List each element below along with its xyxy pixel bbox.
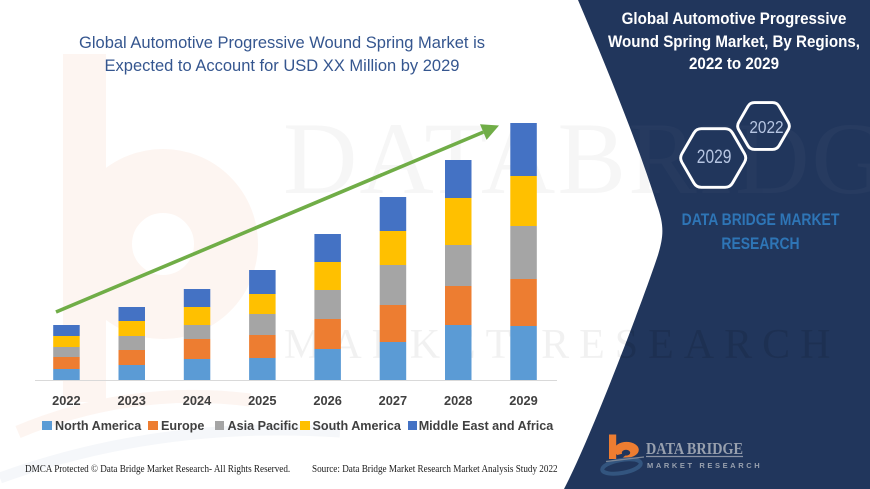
svg-text:MARKET RESEARCH: MARKET RESEARCH: [647, 461, 762, 470]
svg-text:DATA BRIDGE: DATA BRIDGE: [646, 439, 743, 458]
svg-text:MARKET RESEARCH: MARKET RESEARCH: [284, 322, 840, 368]
